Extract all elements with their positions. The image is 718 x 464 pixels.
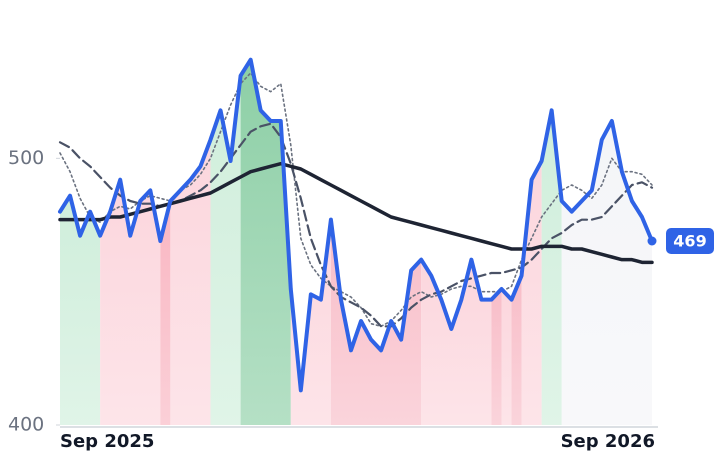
- zone: [330, 219, 422, 425]
- zone: [561, 121, 652, 425]
- series-line: [58, 161, 654, 265]
- zone: [290, 219, 331, 425]
- value-badge: [666, 228, 714, 254]
- zone: [60, 195, 101, 425]
- zone: [511, 275, 522, 425]
- zone: [240, 59, 291, 426]
- last-point: [647, 236, 657, 246]
- x-tick-label: Sep 2025: [60, 431, 154, 452]
- zone: [210, 75, 241, 426]
- zone: [100, 179, 161, 425]
- zone: [160, 201, 171, 425]
- value-label: 469: [673, 232, 706, 251]
- zone: [491, 289, 502, 425]
- series-line: [59, 72, 653, 328]
- zone: [170, 139, 211, 425]
- zone: [541, 110, 562, 425]
- series-line: [58, 57, 654, 393]
- zone: [521, 161, 542, 425]
- zone: [501, 289, 512, 425]
- zone: [421, 259, 492, 425]
- y-tick-label: 500: [8, 147, 44, 169]
- y-tick-label: 400: [8, 414, 44, 436]
- x-tick-label: Sep 2026: [561, 431, 655, 452]
